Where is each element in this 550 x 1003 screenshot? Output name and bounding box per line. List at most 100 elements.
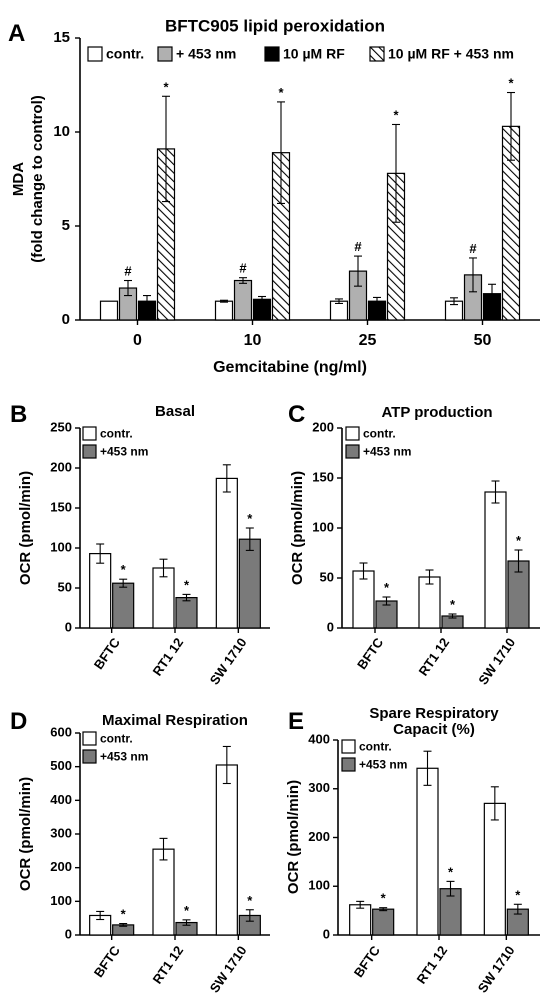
bar: [416, 767, 439, 936]
category-label: 0: [133, 332, 142, 349]
panel-c: C ATP production 0 50 100 150 200 OCR (pmol/min…: [288, 401, 540, 688]
y-tick-label: 50: [320, 569, 334, 584]
category-label: RT1 12: [150, 635, 187, 679]
significance-mark: *: [184, 903, 190, 918]
y-axis-label: MDA (fold change to control): [10, 95, 46, 262]
legend-label: contr.: [100, 732, 133, 746]
x-axis-label: Gemcitabine (ng/ml): [213, 359, 367, 376]
significance-mark: *: [184, 577, 190, 592]
panel-title: BFTC905 lipid peroxidation: [165, 16, 385, 35]
y-tick-label: 0: [65, 926, 72, 941]
panel-e: E Spare Respiratory Capacit (%) 0 100 200 300 4…: [285, 705, 540, 996]
category-label: 50: [474, 332, 492, 349]
significance-mark: *: [121, 562, 127, 577]
bar: [484, 491, 507, 629]
category-label: BFTC: [91, 943, 124, 980]
y-tick-label: 200: [50, 859, 72, 874]
y-tick-label: 400: [308, 731, 330, 746]
significance-mark: #: [124, 264, 132, 279]
bar: [112, 582, 135, 629]
y-tick-label: 300: [308, 780, 330, 795]
significance-mark: #: [469, 241, 477, 256]
significance-mark: *: [515, 887, 521, 902]
legend-label: contr.: [100, 427, 133, 441]
y-axis-label: OCR (pmol/min): [289, 471, 306, 585]
panel-letter: C: [288, 401, 305, 428]
category-label: 10: [244, 332, 262, 349]
y-tick-label: 0: [65, 619, 72, 634]
bar: [233, 279, 253, 321]
y-tick-label: 600: [50, 724, 72, 739]
y-tick-label: 500: [50, 758, 72, 773]
y-tick-label: 5: [62, 217, 70, 234]
category-label: RT1 12: [416, 635, 453, 679]
panels: A BFTC905 lipid peroxidation 0 5 10 15 MDA (fol…: [8, 16, 540, 996]
legend-swatch: [82, 444, 97, 459]
bar: [349, 904, 372, 936]
category-label: BFTC: [351, 943, 384, 980]
significance-mark: *: [450, 597, 456, 612]
y-tick-label: 300: [50, 825, 72, 840]
panel-a: A BFTC905 lipid peroxidation 0 5 10 15 MDA (fol…: [8, 16, 540, 376]
y-tick-label: 0: [62, 311, 70, 328]
y-tick-label: 100: [50, 893, 72, 908]
legend-swatch: [345, 426, 360, 441]
legend-label: +453 nm: [359, 758, 407, 772]
category-label: 25: [359, 332, 377, 349]
category-label: BFTC: [354, 635, 387, 672]
legend-swatch: [264, 46, 280, 62]
panel-letter: E: [288, 708, 304, 735]
category-label: SW 1710: [207, 635, 250, 687]
bar: [175, 596, 198, 629]
legend-label: 10 µM RF + 453 nm: [388, 46, 514, 62]
y-tick-label: 15: [53, 29, 70, 46]
y-tick-label: 100: [50, 539, 72, 554]
significance-mark: *: [448, 864, 454, 879]
category-label: BFTC: [91, 635, 124, 672]
significance-mark: *: [278, 85, 284, 100]
y-tick-label: 250: [50, 419, 72, 434]
legend-swatch: [345, 444, 360, 459]
legend-swatch: [157, 46, 173, 62]
legend-swatch: [82, 749, 97, 764]
legend-label: contr.: [106, 46, 144, 62]
significance-mark: *: [393, 107, 399, 122]
significance-mark: #: [239, 261, 247, 276]
legend-swatch: [341, 757, 356, 772]
y-tick-label: 100: [312, 519, 334, 534]
y-tick-label: 200: [312, 419, 334, 434]
legend-swatch: [82, 426, 97, 441]
panel-b: B Basal 0 50 100 150 200 250 OCR (pmol/min) BFTC *…: [10, 401, 270, 688]
bar: [215, 477, 238, 629]
y-tick-label: 400: [50, 792, 72, 807]
significance-mark: *: [516, 533, 522, 548]
y-axis-label: OCR (pmol/min): [17, 471, 34, 585]
y-tick-label: 0: [327, 619, 334, 634]
panel-title: Spare Respiratory Capacit (%): [369, 705, 499, 738]
legend-swatch: [87, 46, 103, 62]
panel-title: Basal: [155, 403, 195, 420]
legend-swatch: [369, 46, 385, 62]
significance-mark: *: [508, 76, 514, 91]
y-tick-label: 100: [308, 878, 330, 893]
y-tick-label: 0: [323, 926, 330, 941]
legend-swatch: [341, 739, 356, 754]
significance-mark: *: [384, 580, 390, 595]
bar: [215, 764, 238, 936]
category-label: RT1 12: [150, 943, 187, 987]
category-label: SW 1710: [475, 943, 518, 995]
y-tick-label: 200: [50, 459, 72, 474]
legend-label: + 453 nm: [176, 46, 236, 62]
bar: [329, 300, 349, 321]
panel-letter: D: [10, 708, 27, 735]
legend-label: +453 nm: [100, 750, 148, 764]
y-tick-label: 10: [53, 123, 70, 140]
y-axis-label: OCR (pmol/min): [17, 777, 34, 891]
panel-title: ATP production: [381, 404, 492, 421]
legend-label: 10 µM RF: [283, 46, 345, 62]
bar: [152, 848, 175, 936]
bar: [483, 802, 506, 936]
category-label: SW 1710: [207, 943, 250, 995]
bar: [372, 908, 395, 936]
